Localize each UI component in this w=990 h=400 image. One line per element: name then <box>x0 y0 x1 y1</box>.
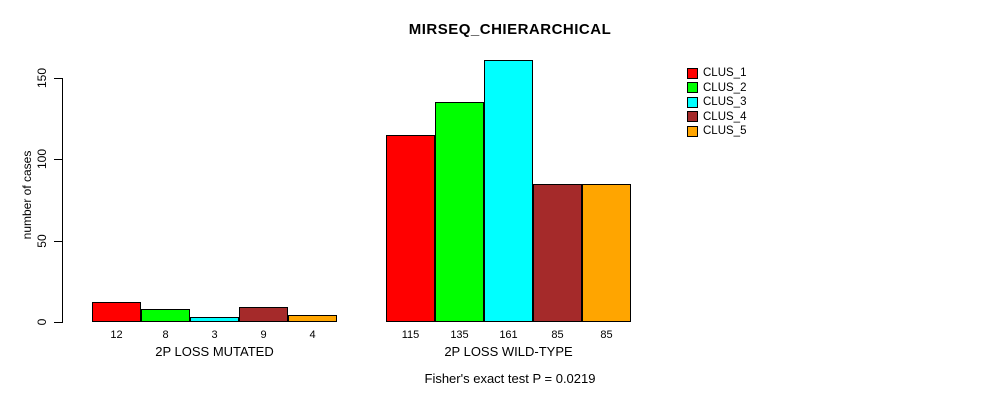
bar-value-label: 3 <box>211 329 218 341</box>
y-tick-label: 50 <box>35 233 49 248</box>
legend-label: CLUS_3 <box>703 96 747 109</box>
legend-label: CLUS_2 <box>703 81 747 94</box>
bar-clus_5 <box>288 315 337 322</box>
bar-value-label: 161 <box>499 329 518 341</box>
legend-swatch-clus_3 <box>687 96 698 108</box>
legend-swatch-clus_1 <box>687 67 698 79</box>
bar-value-label: 9 <box>260 329 267 341</box>
bar-clus_3 <box>484 60 533 322</box>
y-tick-mark <box>54 240 62 242</box>
legend-label: CLUS_4 <box>703 110 747 123</box>
bar-clus_1 <box>386 134 435 322</box>
bar-value-label: 4 <box>309 329 316 341</box>
y-tick-mark <box>54 322 62 323</box>
bar-value-label: 8 <box>162 329 169 341</box>
legend-item: CLUS_4 <box>687 110 746 125</box>
bar-value-label: 115 <box>401 329 420 341</box>
bar-clus_4 <box>533 183 582 322</box>
legend-swatch-clus_5 <box>687 125 698 137</box>
bar-value-label: 12 <box>110 329 123 341</box>
y-axis-line <box>62 78 63 323</box>
fisher-test-annotation: Fisher's exact test P = 0.0219 <box>424 371 596 386</box>
y-tick-label: 150 <box>35 67 49 89</box>
y-tick-mark <box>54 78 62 79</box>
y-axis-title: number of cases <box>20 150 34 240</box>
y-tick-mark <box>54 159 62 161</box>
legend-item: CLUS_5 <box>687 124 746 139</box>
legend-swatch-clus_2 <box>687 82 698 94</box>
x-category-label: 2P LOSS MUTATED <box>155 344 274 359</box>
legend: CLUS_1 CLUS_2 CLUS_3 CLUS_4 CLUS_5 <box>687 66 746 139</box>
bar-clus_4 <box>239 307 288 322</box>
x-category-label: 2P LOSS WILD-TYPE <box>444 344 573 359</box>
legend-swatch-clus_4 <box>687 111 698 123</box>
bar-clus_5 <box>582 183 631 322</box>
legend-label: CLUS_1 <box>703 67 747 80</box>
legend-item: CLUS_2 <box>687 81 746 96</box>
legend-label: CLUS_5 <box>703 125 747 138</box>
bar-clus_2 <box>141 308 190 322</box>
bar-clus_2 <box>435 102 484 322</box>
y-tick-label: 100 <box>35 149 49 170</box>
legend-item: CLUS_1 <box>687 66 746 81</box>
legend-item: CLUS_3 <box>687 95 746 110</box>
bar-value-label: 135 <box>450 329 469 341</box>
y-tick-label: 0 <box>35 318 49 326</box>
chart-title: MIRSEQ_CHIERARCHICAL <box>408 21 612 38</box>
bar-value-label: 85 <box>551 329 564 341</box>
bar-clus_3 <box>190 317 239 322</box>
bar-clus_1 <box>92 302 141 322</box>
bar-value-label: 85 <box>600 329 613 341</box>
